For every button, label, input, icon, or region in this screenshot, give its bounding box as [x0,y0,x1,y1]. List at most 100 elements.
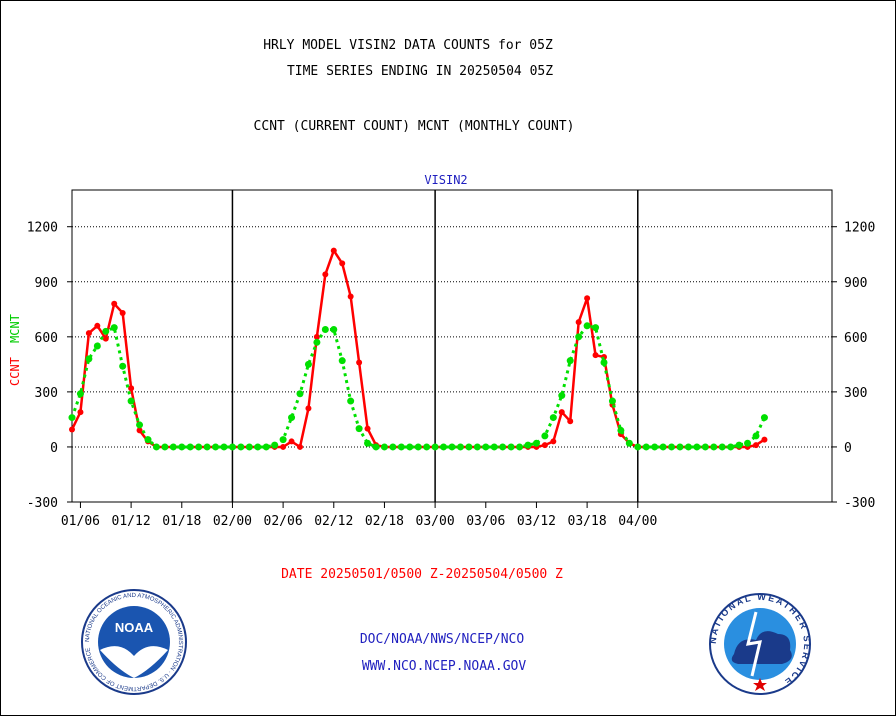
noaa-logo-icon: NOAA NATIONAL OCEANIC AND ATMOSPHERIC AD… [81,589,187,695]
point-mcnt [684,443,692,451]
point-mcnt [524,441,532,449]
point-mcnt [313,338,321,346]
y-tick-label-right: 600 [844,331,867,346]
point-mcnt [440,443,448,451]
point-mcnt [676,443,684,451]
footer-org: DOC/NOAA/NWS/NCEP/NCO [359,632,525,647]
y-tick-label-right: 900 [844,276,867,291]
x-tick-label: 02/00 [213,514,252,529]
y-tick-label-left: 0 [50,441,58,456]
point-ccnt [280,443,287,450]
point-mcnt [389,443,397,451]
point-mcnt [414,443,422,451]
chart-title: VISIN2 [424,173,467,187]
point-mcnt [473,443,481,451]
series-line-ccnt [72,247,766,449]
y-tick-label-right: 300 [844,386,867,401]
point-mcnt [262,443,270,451]
header-line-2: TIME SERIES ENDING IN 20250504 05Z [286,64,554,79]
point-mcnt [195,443,203,451]
point-ccnt [541,442,548,449]
point-mcnt [760,414,768,422]
point-mcnt [364,439,372,447]
y-axis-label-mcnt: MCNT [8,314,22,343]
point-mcnt [634,443,642,451]
point-mcnt [456,443,464,451]
point-mcnt [499,443,507,451]
point-mcnt [127,397,135,405]
point-mcnt [701,443,709,451]
point-ccnt [330,247,337,254]
x-tick-label: 03/00 [416,514,455,529]
point-mcnt [169,443,177,451]
nws-logo-icon: NATIONAL WEATHER SERVICE [708,592,811,695]
point-mcnt [625,439,633,447]
plot-area [71,189,833,503]
point-mcnt [136,421,144,429]
point-ccnt [85,330,92,337]
point-mcnt [304,360,312,368]
point-mcnt [271,441,279,449]
point-ccnt [102,335,109,342]
point-mcnt [727,443,735,451]
point-ccnt [77,409,84,416]
point-mcnt [212,443,220,451]
point-ccnt [111,300,118,307]
point-mcnt [651,443,659,451]
point-mcnt [752,432,760,440]
y-tick-label-left: -300 [27,496,58,511]
point-mcnt [380,443,388,451]
noaa-logo-text: NOAA [115,620,154,635]
point-mcnt [119,362,127,370]
y-tick-label-right: 0 [844,441,852,456]
point-mcnt [735,441,743,449]
header-line-1: HRLY MODEL VISIN2 DATA COUNTS for 05Z [263,38,553,53]
point-mcnt [516,443,524,451]
y-tick-label-left: 600 [35,331,58,346]
point-ccnt [119,309,126,316]
x-tick-label: 02/06 [264,514,303,529]
point-mcnt [102,327,110,335]
point-mcnt [178,443,186,451]
point-mcnt [203,443,211,451]
point-mcnt [448,443,456,451]
point-mcnt [710,443,718,451]
x-tick-label: 02/12 [314,514,353,529]
point-mcnt [566,357,574,365]
point-ccnt [550,438,557,445]
point-mcnt [321,325,329,333]
point-ccnt [567,418,574,425]
point-mcnt [549,414,557,422]
point-mcnt [186,443,194,451]
point-mcnt [431,443,439,451]
point-ccnt [297,443,303,450]
point-ccnt [69,426,75,433]
x-tick-label: 03/12 [517,514,556,529]
point-ccnt [94,322,101,329]
point-mcnt [397,443,405,451]
point-mcnt [161,443,169,451]
point-mcnt [330,325,338,333]
point-mcnt [220,443,228,451]
point-mcnt [68,414,76,422]
footer-url[interactable]: WWW.NCO.NCEP.NOAA.GOV [361,659,527,674]
point-mcnt [228,443,236,451]
point-mcnt [659,443,667,451]
point-mcnt [507,443,515,451]
point-mcnt [642,443,650,451]
point-mcnt [296,390,304,398]
x-axis-label: DATE 20250501/0500 Z-20250504/0500 Z [281,567,563,582]
point-mcnt [617,426,625,434]
point-mcnt [465,443,473,451]
point-ccnt [313,333,320,340]
point-ccnt [322,271,329,278]
point-mcnt [144,436,152,444]
point-mcnt [583,322,591,330]
point-mcnt [76,390,84,398]
point-mcnt [558,392,566,400]
point-mcnt [490,443,498,451]
point-mcnt [288,414,296,422]
y-tick-label-left: 900 [35,276,58,291]
x-tick-label: 01/06 [61,514,100,529]
point-ccnt [128,385,135,392]
